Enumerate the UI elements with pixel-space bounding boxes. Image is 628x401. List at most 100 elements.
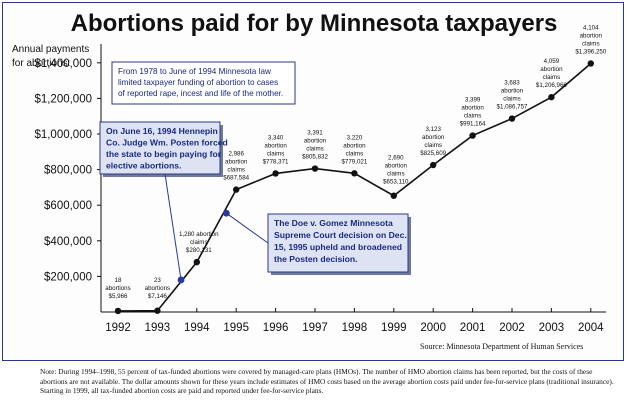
y-tick-label: $1,400,000 [34,58,92,70]
data-point [233,186,240,193]
court-note-rect [267,213,409,273]
footnote: Note: During 1994–1998, 55 percent of ta… [40,367,614,396]
x-tick-label: 2002 [499,322,525,334]
judge-note-box: On June 16, 1994 Hennepin Co. Judge Wm. P… [99,121,228,177]
judge-connector [164,173,182,281]
data-label-line: 1,280 abortion [179,231,219,238]
law-note-line: limited taxpayer funding of abortion to … [118,78,278,87]
data-label-line: 2,986 [228,151,244,158]
x-tick-label: 2004 [578,322,604,334]
chart-frame [2,2,624,361]
data-point [430,161,437,169]
data-label-line: $825,609 [420,150,446,157]
court-note-line: 15, 1995 upheld and broadened [274,242,402,252]
data-label-line: $5,966 [109,293,128,300]
judge-note-rect [99,121,221,175]
x-tick-label: 1997 [302,322,328,334]
court-note-line: The Doe v. Gomez Minnesota [274,218,393,228]
x-tick-label: 1998 [342,322,368,334]
x-tick-label: 1993 [145,322,171,334]
data-label-line: $687,584 [223,175,249,182]
data-label-line: abortion [461,105,484,112]
data-label-line: claims [582,40,600,47]
y-tick-label: $1,000,000 [34,129,92,141]
data-label-line: 4,104 [583,24,599,31]
x-tick-label: 2000 [420,322,446,334]
y-tick-label: $800,000 [44,165,92,177]
data-label-line: $991,164 [460,121,486,128]
x-tick-label: 2001 [460,322,486,334]
data-label-line: abortion [580,32,603,39]
data-label-line: claims [503,96,521,103]
chart-title: Abortions paid for by Minnesota taxpayer… [70,10,558,37]
court-note-line: Supreme Court decision on Dec. [274,230,407,240]
data-point [587,60,594,67]
x-tick-label: 2003 [539,322,565,334]
event-point [222,209,230,217]
data-label-line: $1,396,250 [575,48,607,55]
data-label-line: $1,206,966 [536,82,568,89]
data-point [193,258,200,266]
data-label-line: 3,399 [465,97,481,104]
data-point [390,192,397,199]
data-label-line: claims [464,113,482,120]
judge-note-line: On June 16, 1994 Hennepin [106,126,218,136]
data-label-line: abortion [343,142,366,149]
data-label-line: claims [227,167,245,174]
source-note: Source: Minnesota Department of Human Se… [420,342,584,351]
data-label-line: abortion [225,159,248,166]
data-point [508,115,516,122]
data-label-line: claims [306,146,324,153]
data-point [548,93,555,101]
law-note-rect [111,61,296,105]
data-label-line: 2,690 [388,155,404,162]
data-label-line: $778,371 [263,158,289,165]
data-label-line: abortions [105,285,130,292]
court-connector [226,212,269,244]
data-point [469,132,476,139]
data-label-line: abortion [304,138,327,145]
data-label-line: claims [190,239,208,246]
data-label-line: $280,131 [186,247,212,254]
data-point [311,165,319,172]
law-note-box: From 1978 to June of 1994 Minnesota law l… [111,61,296,105]
x-tick-label: 1996 [263,322,289,334]
data-point [351,170,358,177]
data-label-line: abortion [264,142,287,149]
y-tick-label: $600,000 [44,200,92,212]
x-tick-label: 1999 [381,322,407,334]
y-axis-label-line-1: Annual payments [12,44,90,55]
data-label-line: 23 [154,277,161,284]
data-label-line: $779,021 [341,158,367,165]
data-point [154,307,161,314]
data-label-line: $7,146 [148,293,167,300]
x-tick-label: 1995 [223,322,249,334]
law-note-line: From 1978 to June of 1994 Minnesota law [118,67,271,76]
data-label-line: abortion [540,66,563,73]
data-label-line: claims [267,150,285,157]
data-label-line: 18 [115,277,122,284]
y-axis-label-line-2: for abortions: [12,58,71,69]
judge-note-line: the state to begin paying for [106,149,222,159]
y-tick-label: $200,000 [44,271,92,283]
data-label-line: abortion [385,163,408,170]
data-label-line: 3,220 [347,134,363,141]
y-tick-label: $400,000 [44,236,92,248]
data-label-line: 4,059 [544,58,560,65]
judge-note-line: elective abortions. [106,161,181,171]
event-point [177,276,185,284]
data-label-line: 3,340 [268,134,284,141]
